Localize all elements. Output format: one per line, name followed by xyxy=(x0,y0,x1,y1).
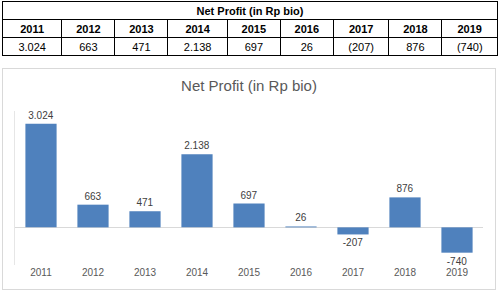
svg-text:876: 876 xyxy=(396,183,413,194)
svg-text:26: 26 xyxy=(295,212,307,223)
svg-text:2017: 2017 xyxy=(342,267,365,278)
html-text:2019: 2019 xyxy=(457,22,482,35)
html-text:(207): (207) xyxy=(348,40,374,53)
svg-text:Net Profit (in Rp bio): Net Profit (in Rp bio) xyxy=(181,77,317,94)
html-text:3.024: 3.024 xyxy=(18,40,46,53)
svg-text:2016: 2016 xyxy=(290,267,313,278)
html-text:2012: 2012 xyxy=(76,22,101,35)
html-text:Net Profit (in Rp bio): Net Profit (in Rp bio) xyxy=(196,4,304,17)
svg-text:2.138: 2.138 xyxy=(184,140,209,151)
html-text:2016: 2016 xyxy=(294,22,320,35)
html-text:2013: 2013 xyxy=(129,22,154,35)
svg-text:2012: 2012 xyxy=(82,267,105,278)
html-text:876: 876 xyxy=(406,40,425,53)
html-text:(740): (740) xyxy=(456,40,483,53)
svg-text:2015: 2015 xyxy=(238,267,261,278)
svg-text:2011: 2011 xyxy=(30,267,52,278)
html-text:26: 26 xyxy=(300,40,313,53)
html-text:2015: 2015 xyxy=(241,22,267,35)
svg-text:2019: 2019 xyxy=(446,267,469,278)
html-text:663: 663 xyxy=(79,40,98,53)
html-text:2018: 2018 xyxy=(403,22,428,35)
html-text:2014: 2014 xyxy=(185,22,210,35)
svg-text:-740: -740 xyxy=(447,256,467,267)
html-text:2.138: 2.138 xyxy=(183,40,212,53)
svg-text:-207: -207 xyxy=(343,237,363,248)
svg-text:663: 663 xyxy=(84,191,101,202)
svg-text:2018: 2018 xyxy=(394,267,417,278)
svg-text:3.024: 3.024 xyxy=(28,110,53,121)
html-text:2017: 2017 xyxy=(348,22,374,35)
html-text:697: 697 xyxy=(244,40,263,53)
svg-text:471: 471 xyxy=(136,197,153,208)
html-text:2011: 2011 xyxy=(20,22,45,35)
svg-text:697: 697 xyxy=(240,190,257,201)
html-text:471: 471 xyxy=(132,40,151,53)
svg-text:2014: 2014 xyxy=(186,267,209,278)
svg-text:2013: 2013 xyxy=(134,267,157,278)
